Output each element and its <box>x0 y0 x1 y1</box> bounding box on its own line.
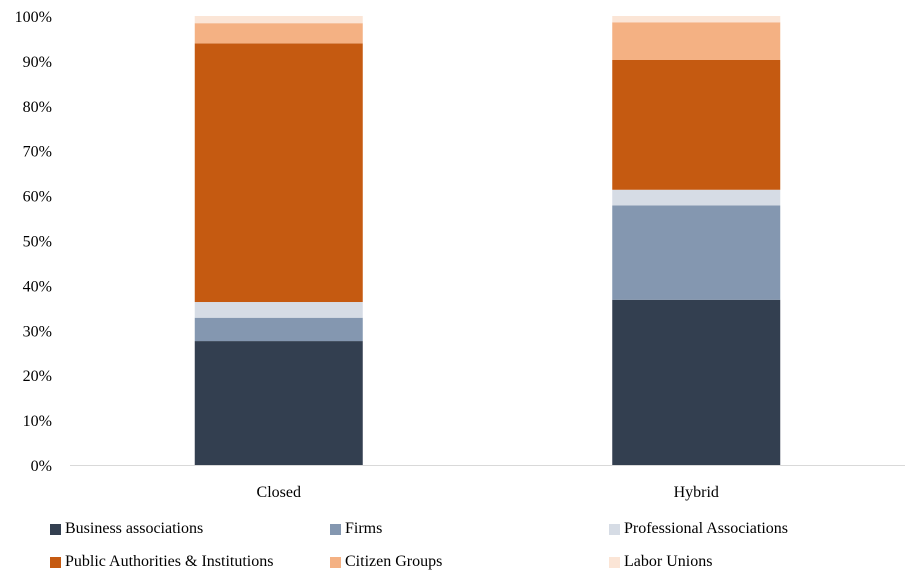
x-tick-label-closed: Closed <box>257 484 301 501</box>
bar-stack-hybrid <box>612 16 781 465</box>
y-tick-label: 80% <box>23 99 52 116</box>
legend-swatch-business-associations <box>50 523 61 535</box>
stacked-bar-chart: 0% 10% 20% 30% 40% 50% 60% 70% 80% 90% 100% Closed… <box>15 9 905 501</box>
legend-swatch-public-authorities <box>50 556 61 568</box>
y-tick-label: 0% <box>31 458 52 475</box>
bar-segment-closed-business-associations <box>194 341 363 465</box>
bar-segment-hybrid-business-associations <box>612 299 781 465</box>
y-tick-label: 40% <box>23 278 52 295</box>
bar-segment-closed-firms <box>194 317 363 342</box>
legend-label: Business associations <box>65 520 204 537</box>
y-tick-label: 20% <box>23 368 52 385</box>
x-axis-labels: Closed Hybrid <box>257 484 719 501</box>
bar-segment-closed-public-authorities-and-institutions <box>194 43 363 303</box>
legend-item-citizen-groups: Citizen Groups <box>330 553 442 571</box>
bar-stack-closed <box>194 16 363 465</box>
legend: Business associations Firms Professional… <box>0 518 910 574</box>
y-tick-label: 90% <box>23 54 52 71</box>
y-tick-label: 50% <box>23 234 52 251</box>
legend-swatch-professional-associations <box>609 523 620 535</box>
legend-label: Professional Associations <box>624 520 788 537</box>
bar-segment-hybrid-professional-associations <box>612 189 781 206</box>
legend-label: Firms <box>345 520 383 537</box>
bar-segment-closed-labor-unions <box>194 16 363 24</box>
bar-segment-closed-citizen-groups <box>194 23 363 44</box>
x-tick-label-hybrid: Hybrid <box>674 484 719 501</box>
legend-swatch-citizen-groups <box>330 556 341 568</box>
bar-segment-closed-professional-associations <box>194 302 363 318</box>
legend-item-public-authorities: Public Authorities & Institutions <box>50 553 273 571</box>
bar-segment-hybrid-firms <box>612 205 781 300</box>
legend-item-labor-unions: Labor Unions <box>609 553 712 571</box>
legend-label: Labor Unions <box>624 553 713 570</box>
y-tick-label: 10% <box>23 413 52 430</box>
bar-segment-hybrid-citizen-groups <box>612 22 781 61</box>
y-axis-ticks: 0% 10% 20% 30% 40% 50% 60% 70% 80% 90% 100% <box>15 9 52 475</box>
legend-item-business-associations: Business associations <box>50 520 203 538</box>
legend-item-firms: Firms <box>330 520 382 538</box>
bars <box>194 16 781 465</box>
legend-label: Public Authorities & Institutions <box>65 553 274 570</box>
y-tick-label: 70% <box>23 144 52 161</box>
legend-swatch-labor-unions <box>609 556 620 568</box>
legend-item-professional-associations: Professional Associations <box>609 520 788 538</box>
legend-swatch-firms <box>330 523 341 535</box>
y-tick-label: 30% <box>23 323 52 340</box>
bar-segment-hybrid-public-authorities-and-institutions <box>612 60 781 190</box>
y-tick-label: 100% <box>15 9 52 26</box>
y-tick-label: 60% <box>23 189 52 206</box>
legend-label: Citizen Groups <box>345 553 443 570</box>
bar-segment-hybrid-labor-unions <box>612 16 781 23</box>
